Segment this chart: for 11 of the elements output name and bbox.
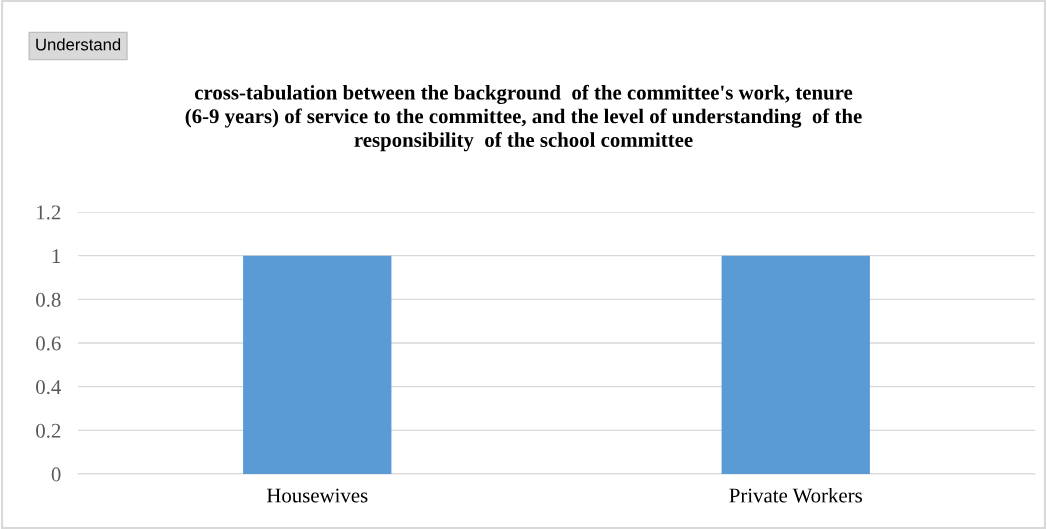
x-tick-label: Housewives xyxy=(266,488,368,503)
chart-title: cross-tabulation between the background of the committee's work, tenure (6-9 years) of service to the committee, and the level of understanding of the responsibility of the school committee xyxy=(185,84,862,152)
y-tick-label: 1 xyxy=(52,249,61,263)
y-tick-label: 0.8 xyxy=(36,292,61,307)
y-tick-label: 0.6 xyxy=(36,336,61,351)
x-tick-label: Private Workers xyxy=(729,487,862,503)
y-tick-label: 1.2 xyxy=(37,205,61,220)
y-tick-label: 0.4 xyxy=(36,380,62,395)
y-tick-label: 0 xyxy=(51,467,61,482)
text: Understand xyxy=(36,38,121,51)
y-tick-label: 0.2 xyxy=(36,423,61,438)
